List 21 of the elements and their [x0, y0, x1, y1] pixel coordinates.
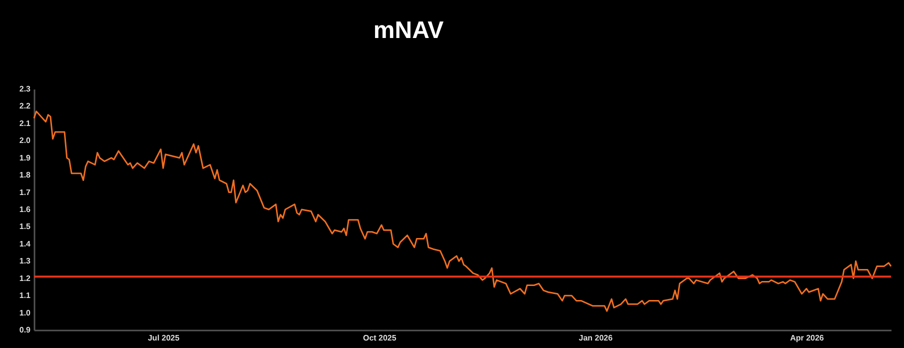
y-tick-label: 1.3: [19, 256, 32, 266]
y-tick-label: 1.8: [19, 170, 32, 180]
y-tick-label: 1.1: [19, 291, 32, 300]
y-tick-label: 2.3: [19, 84, 32, 94]
x-tick-label: Jul 2025: [148, 334, 180, 342]
x-tick-label: Oct 2025: [362, 334, 397, 342]
chart-title: mNAV: [373, 17, 444, 44]
y-tick-label: 1.5: [19, 222, 32, 232]
x-tick-label: Jan 2026: [578, 334, 614, 342]
y-tick-label: 1.0: [19, 308, 32, 318]
line-series: [33, 110, 892, 312]
y-tick-label: 1.4: [19, 239, 32, 248]
y-tick-label: 2.2: [19, 102, 32, 111]
y-tick-label: 1.6: [19, 205, 32, 214]
y-tick-label: 0.9: [19, 326, 32, 334]
y-tick-label: 2.1: [19, 118, 32, 128]
y-tick-label: 1.9: [19, 153, 32, 162]
y-tick-label: 1.2: [19, 274, 32, 283]
y-tick-label: 2.0: [19, 136, 32, 146]
x-tick-label: Apr 2026: [790, 334, 824, 342]
y-tick-label: 1.7: [19, 188, 32, 197]
